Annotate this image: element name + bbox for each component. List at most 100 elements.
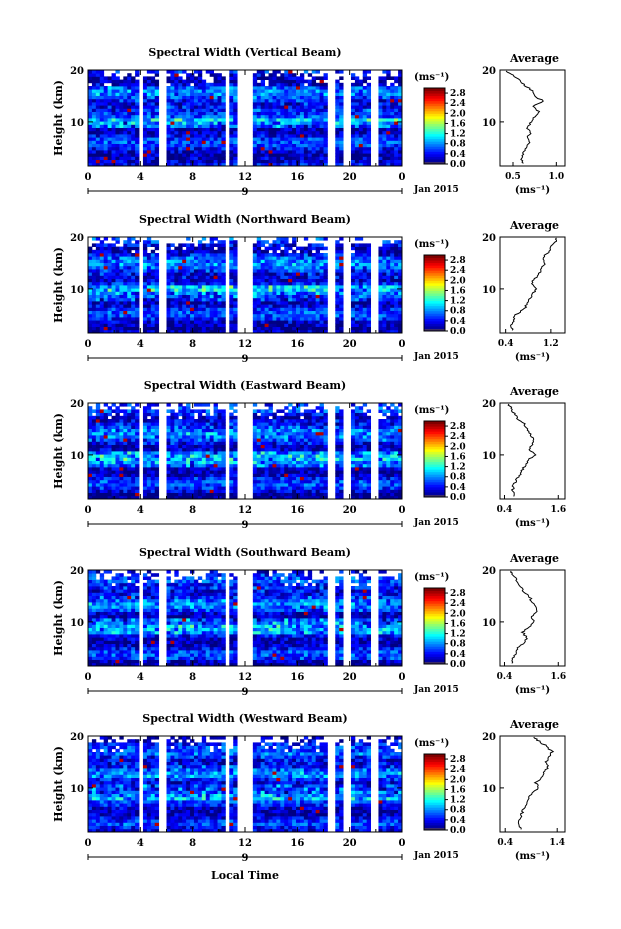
heatmap-cell (115, 102, 120, 106)
heatmap-cell (394, 285, 399, 289)
heatmap-cell (260, 95, 266, 100)
heatmap-cell (193, 92, 199, 96)
heatmap-cell (366, 281, 372, 286)
heatmap-cell (205, 92, 211, 96)
heatmap-cell (335, 294, 340, 299)
heatmap-cell (390, 124, 395, 128)
heatmap-cell (170, 272, 175, 276)
heatmap-cell (95, 70, 101, 74)
heatmap-cell (209, 317, 215, 321)
heatmap-cell (142, 317, 148, 321)
heatmap-cell (217, 240, 222, 244)
heatmap-cell (221, 425, 226, 429)
heatmap-cell (201, 403, 207, 407)
heatmap-cell (284, 76, 289, 80)
heatmap-cell (233, 320, 238, 324)
heatmap-cell (358, 246, 364, 251)
heatmap-cell (103, 143, 109, 148)
heatmap-cell (111, 253, 116, 257)
heatmap-cell (186, 467, 191, 471)
heatmap-cell (252, 130, 258, 135)
heatmap-cell (127, 150, 132, 154)
heatmap-cell (193, 326, 199, 331)
heatmap-cell (366, 259, 372, 263)
heatmap-cell (182, 89, 187, 93)
heatmap-cell (174, 313, 179, 318)
heatmap-cell (319, 307, 324, 311)
heatmap-cell (115, 127, 120, 132)
heatmap-cell (150, 403, 156, 407)
heatmap-cell (107, 249, 112, 254)
heatmap-cell (127, 483, 132, 487)
heatmap-cell (260, 82, 266, 87)
heatmap-cell (150, 444, 156, 449)
heatmap-cell (178, 76, 183, 80)
heatmap-cell (193, 265, 199, 270)
heatmap-cell (311, 272, 317, 276)
heatmap-cell (382, 304, 387, 308)
heatmap-cell (190, 447, 195, 452)
heatmap-cell (390, 162, 395, 167)
heatmap-cell (142, 447, 148, 452)
heatmap-cell (170, 489, 175, 493)
heatmap-cell (150, 438, 156, 442)
heatmap-cell (288, 153, 293, 157)
heatmap-cell (205, 130, 211, 135)
heatmap-cell (354, 130, 360, 135)
heatmap-cell (382, 89, 387, 93)
heatmap-cell (386, 307, 391, 311)
heatmap-cell (335, 102, 340, 106)
heatmap-cell (154, 121, 160, 125)
heatmap-cell (111, 317, 116, 321)
heatmap-cell (95, 415, 101, 420)
heatmap-cell (91, 111, 97, 116)
heatmap-cell (303, 317, 309, 321)
heatmap-cell (209, 130, 215, 135)
heatmap-cell (386, 127, 391, 132)
heatmap-cell (123, 79, 128, 84)
heatmap-cell (178, 422, 183, 426)
heatmap-cell (107, 457, 112, 461)
heatmap-cell (268, 313, 273, 318)
heatmap-cell (362, 70, 368, 74)
heatmap-cell (201, 140, 207, 144)
heatmap-cell (398, 118, 403, 122)
heatmap-cell (264, 118, 269, 122)
heatmap-cell (394, 265, 399, 270)
heatmap-cell (260, 495, 266, 500)
heatmap-cell (95, 89, 101, 93)
heatmap-cell (142, 486, 148, 490)
heatmap-cell (174, 320, 179, 324)
heatmap-cell (350, 140, 356, 144)
heatmap-cell (213, 492, 218, 497)
heatmap-cell (88, 281, 93, 286)
heatmap-cell (394, 259, 399, 263)
heatmap-cell (91, 98, 97, 103)
heatmap-cell (378, 153, 383, 157)
heatmap-cell (213, 82, 218, 87)
heatmap-cell (170, 130, 175, 135)
heatmap-cell (111, 249, 116, 254)
heatmap-cell (386, 73, 391, 77)
heatmap-cell (323, 265, 328, 270)
heatmap-cell (119, 124, 124, 128)
heatmap-cell (201, 134, 207, 138)
heatmap-cell (307, 79, 313, 84)
heatmap-cell (193, 98, 199, 103)
heatmap-cell (95, 425, 101, 429)
heatmap-cell (307, 92, 313, 96)
heatmap-cell (197, 253, 203, 257)
heatmap-cell (217, 323, 222, 327)
heatmap-cell (146, 294, 152, 299)
heatmap-cell (127, 121, 132, 125)
heatmap-cell (398, 111, 403, 116)
heatmap-cell (150, 86, 156, 90)
heatmap-cell (252, 269, 258, 273)
heatmap-cell (131, 447, 136, 452)
heatmap-cell (127, 265, 132, 270)
heatmap-cell (95, 134, 101, 138)
heatmap-cell (154, 435, 160, 439)
heatmap-cell (99, 121, 105, 125)
heatmap-cell (323, 124, 328, 128)
heatmap-cell (115, 146, 120, 151)
